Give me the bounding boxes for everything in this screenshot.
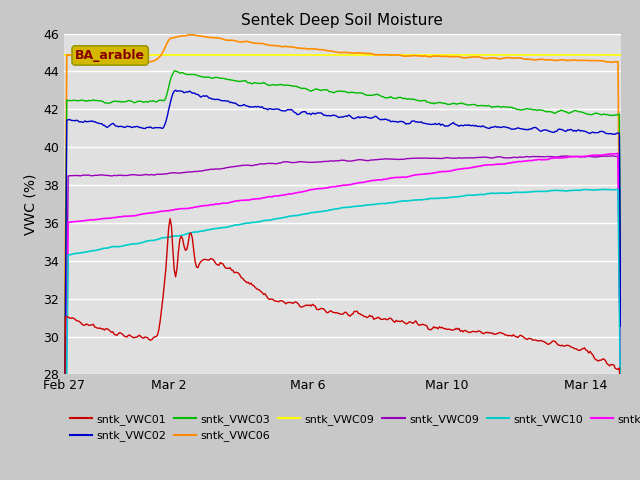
Text: BA_arable: BA_arable (75, 49, 145, 62)
Legend: sntk_VWC01, sntk_VWC02, sntk_VWC03, sntk_VWC06, sntk_VWC09, sntk_VWC09, sntk_VWC: sntk_VWC01, sntk_VWC02, sntk_VWC03, sntk… (70, 414, 640, 442)
Y-axis label: VWC (%): VWC (%) (24, 173, 38, 235)
Title: Sentek Deep Soil Moisture: Sentek Deep Soil Moisture (241, 13, 444, 28)
